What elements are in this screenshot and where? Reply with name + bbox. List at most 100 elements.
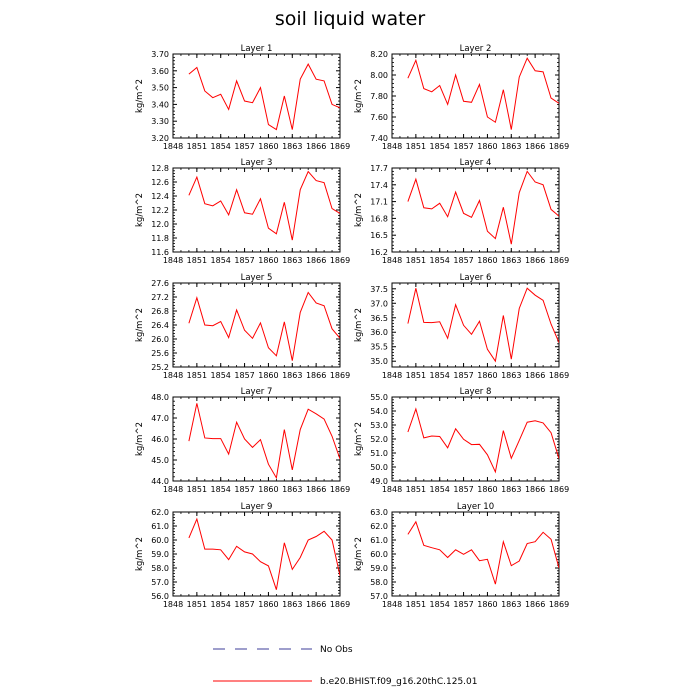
x-tick-label: 1863	[501, 600, 521, 609]
y-tick-label: 3.40	[151, 100, 169, 109]
x-tick-label: 1866	[306, 600, 326, 609]
y-tick-label: 46.0	[151, 435, 169, 444]
series-line	[188, 403, 340, 480]
x-tick-label: 1860	[477, 485, 497, 494]
x-tick-label: 1866	[525, 485, 545, 494]
y-tick-label: 11.6	[151, 248, 169, 257]
x-tick-label: 1857	[234, 142, 254, 151]
panel-title: Layer 6	[460, 273, 492, 283]
y-tick-label: 60.0	[151, 536, 169, 545]
y-tick-label: 37.0	[370, 299, 388, 308]
y-tick-label: 35.0	[370, 357, 388, 366]
x-tick-label: 1851	[406, 256, 426, 265]
y-tick-label: 3.30	[151, 117, 169, 126]
y-tick-label: 7.40	[370, 134, 388, 143]
y-tick-label: 57.0	[370, 592, 388, 601]
panel-title: Layer 2	[460, 44, 492, 54]
legend-label-model: b.e20.BHIST.f09_g16.20thC.125.01	[320, 677, 478, 687]
y-tick-label: 58.0	[151, 564, 169, 573]
x-tick-label: 1860	[477, 256, 497, 265]
y-tick-label: 35.5	[370, 343, 388, 352]
y-tick-label: 16.5	[370, 231, 388, 240]
layer-panel-9: Layer 9 1848 1851 1854 1857 1860 1863 1866 1869 5…	[135, 502, 350, 609]
y-axis-label: kg/m^2	[135, 308, 145, 342]
y-tick-label: 12.4	[151, 192, 169, 201]
x-tick-label: 1857	[453, 371, 473, 380]
x-tick-label: 1848	[382, 256, 402, 265]
x-tick-label: 1869	[330, 256, 350, 265]
y-axis-label: kg/m^2	[354, 79, 364, 113]
plot-frame	[172, 53, 341, 139]
y-tick-label: 56.0	[151, 592, 169, 601]
x-tick-label: 1860	[258, 256, 278, 265]
x-tick-label: 1863	[282, 256, 302, 265]
x-tick-label: 1848	[163, 142, 183, 151]
plot-frame	[391, 167, 560, 253]
y-tick-label: 49.0	[370, 477, 388, 486]
layer-panel-4: Layer 4 1848 1851 1854 1857 1860 1863 1866 1869 1…	[354, 158, 569, 265]
y-tick-label: 12.8	[151, 164, 169, 173]
x-tick-label: 1869	[549, 371, 569, 380]
x-tick-label: 1854	[430, 142, 450, 151]
legend-label-no-obs: No Obs	[320, 645, 353, 655]
y-tick-label: 63.0	[370, 508, 388, 517]
y-tick-label: 12.2	[151, 206, 169, 215]
x-tick-label: 1854	[430, 371, 450, 380]
panel-title: Layer 10	[457, 502, 494, 512]
y-tick-label: 61.0	[370, 536, 388, 545]
y-tick-label: 62.0	[151, 508, 169, 517]
y-axis-label: kg/m^2	[354, 422, 364, 456]
x-tick-label: 1860	[477, 371, 497, 380]
series-line	[188, 291, 340, 361]
x-tick-label: 1848	[163, 256, 183, 265]
layer-panel-8: Layer 8 1848 1851 1854 1857 1860 1863 1866 1869 4…	[354, 387, 569, 494]
y-tick-label: 27.2	[151, 293, 169, 302]
y-tick-label: 17.7	[370, 164, 388, 173]
y-tick-label: 61.0	[151, 522, 169, 531]
main-title: soil liquid water	[274, 8, 426, 30]
x-tick-label: 1866	[306, 371, 326, 380]
x-tick-label: 1863	[282, 371, 302, 380]
x-tick-label: 1854	[430, 485, 450, 494]
y-tick-label: 47.0	[151, 414, 169, 423]
x-tick-label: 1848	[163, 371, 183, 380]
series-line	[407, 407, 559, 474]
x-tick-label: 1851	[187, 485, 207, 494]
y-tick-label: 26.4	[151, 321, 169, 330]
plot-frame	[391, 396, 560, 482]
y-tick-label: 36.5	[370, 314, 388, 323]
y-tick-label: 60.0	[370, 550, 388, 559]
x-tick-label: 1860	[477, 600, 497, 609]
x-tick-label: 1860	[258, 485, 278, 494]
y-tick-label: 12.0	[151, 220, 169, 229]
x-tick-label: 1866	[525, 142, 545, 151]
y-axis-label: kg/m^2	[354, 193, 364, 227]
y-tick-label: 3.70	[151, 50, 169, 59]
x-tick-label: 1848	[382, 142, 402, 151]
x-tick-label: 1854	[211, 485, 231, 494]
x-tick-label: 1854	[211, 142, 231, 151]
layer-panel-3: Layer 3 1848 1851 1854 1857 1860 1863 1866 1869 1…	[135, 158, 350, 265]
x-tick-label: 1854	[211, 371, 231, 380]
layer-panel-7: Layer 7 1848 1851 1854 1857 1860 1863 1866 1869 4…	[135, 387, 350, 494]
x-tick-label: 1869	[549, 142, 569, 151]
y-tick-label: 51.0	[370, 449, 388, 458]
y-tick-label: 45.0	[151, 456, 169, 465]
x-tick-label: 1857	[234, 371, 254, 380]
panel-title: Layer 8	[460, 387, 492, 397]
x-tick-label: 1863	[501, 371, 521, 380]
y-tick-label: 12.6	[151, 178, 169, 187]
y-tick-label: 7.80	[370, 92, 388, 101]
series-line	[407, 170, 559, 245]
y-tick-label: 3.60	[151, 67, 169, 76]
series-line	[188, 63, 340, 131]
x-tick-label: 1851	[406, 371, 426, 380]
y-tick-label: 17.1	[370, 198, 388, 207]
x-tick-label: 1866	[525, 600, 545, 609]
x-tick-label: 1869	[549, 600, 569, 609]
y-axis-label: kg/m^2	[135, 422, 145, 456]
x-tick-label: 1848	[382, 371, 402, 380]
y-tick-label: 44.0	[151, 477, 169, 486]
